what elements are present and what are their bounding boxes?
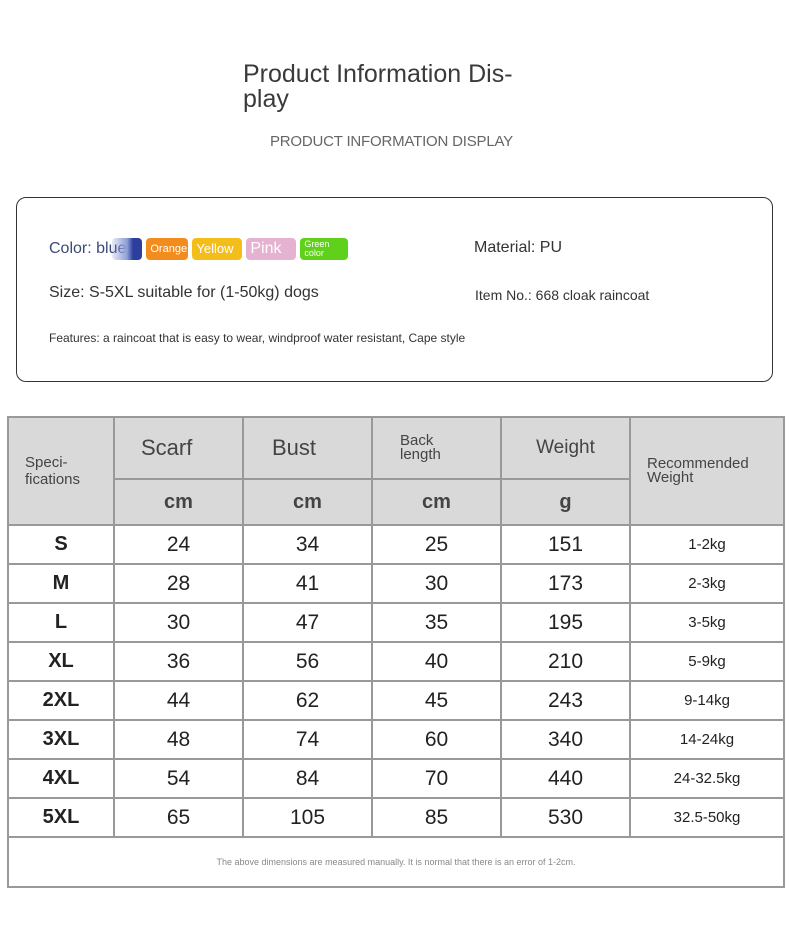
recommended-weight-cell: 32.5-50kg bbox=[629, 797, 785, 838]
unit: cm bbox=[242, 478, 373, 526]
value-cell: 210 bbox=[500, 641, 631, 682]
table-row: S 24 34 25 151 1-2kg bbox=[7, 524, 785, 565]
value-cell: 25 bbox=[371, 524, 502, 565]
value-cell: 44 bbox=[113, 680, 244, 721]
value-cell: 36 bbox=[113, 641, 244, 682]
unit: cm bbox=[113, 478, 244, 526]
value-cell: 48 bbox=[113, 719, 244, 760]
value-cell: 340 bbox=[500, 719, 631, 760]
value-cell: 151 bbox=[500, 524, 631, 565]
recommended-weight-cell: 24-32.5kg bbox=[629, 758, 785, 799]
recommended-header-text: Recommended Weight bbox=[647, 455, 749, 486]
value-cell: 28 bbox=[113, 563, 244, 604]
size-cell: L bbox=[7, 602, 115, 643]
info-box bbox=[16, 197, 773, 382]
color-swatch: Pink bbox=[246, 238, 297, 260]
recommended-weight-cell: 9-14kg bbox=[629, 680, 785, 721]
recommended-header: Recommended Weight bbox=[629, 416, 785, 526]
size-cell: M bbox=[7, 563, 115, 604]
recommended-weight-cell: 14-24kg bbox=[629, 719, 785, 760]
table-row: XL 36 56 40 210 5-9kg bbox=[7, 641, 785, 682]
value-cell: 74 bbox=[242, 719, 373, 760]
color-row: Color: blue Orange Yellow Pink Green color bbox=[49, 238, 349, 260]
value-cell: 60 bbox=[371, 719, 502, 760]
table-row: L 30 47 35 195 3-5kg bbox=[7, 602, 785, 643]
unit: g bbox=[500, 478, 631, 526]
value-cell: 530 bbox=[500, 797, 631, 838]
size-info: Size: S-5XL suitable for (1-50kg) dogs bbox=[49, 284, 319, 301]
value-cell: 45 bbox=[371, 680, 502, 721]
features: Features: a raincoat that is easy to wea… bbox=[49, 331, 466, 345]
page-subtitle: PRODUCT INFORMATION DISPLAY bbox=[270, 133, 513, 150]
value-cell: 62 bbox=[242, 680, 373, 721]
footnote: The above dimensions are measured manual… bbox=[7, 836, 785, 888]
value-cell: 47 bbox=[242, 602, 373, 643]
col-header: Weight bbox=[500, 416, 631, 480]
value-cell: 440 bbox=[500, 758, 631, 799]
size-cell: 3XL bbox=[7, 719, 115, 760]
size-table: Speci-fications Scarf Bust Back length W… bbox=[7, 416, 785, 888]
color-label: Color: blue bbox=[49, 240, 127, 258]
size-cell: 5XL bbox=[7, 797, 115, 838]
color-swatch: Green color bbox=[300, 238, 349, 260]
value-cell: 30 bbox=[113, 602, 244, 643]
size-cell: S bbox=[7, 524, 115, 565]
spec-header: Speci-fications bbox=[7, 416, 115, 526]
size-cell: 2XL bbox=[7, 680, 115, 721]
unit: cm bbox=[371, 478, 502, 526]
value-cell: 56 bbox=[242, 641, 373, 682]
value-cell: 24 bbox=[113, 524, 244, 565]
table-row: 4XL 54 84 70 440 24-32.5kg bbox=[7, 758, 785, 799]
col-header: Scarf bbox=[113, 416, 244, 480]
color-swatch: Yellow bbox=[192, 238, 243, 260]
value-cell: 65 bbox=[113, 797, 244, 838]
value-cell: 34 bbox=[242, 524, 373, 565]
value-cell: 70 bbox=[371, 758, 502, 799]
value-cell: 30 bbox=[371, 563, 502, 604]
value-cell: 84 bbox=[242, 758, 373, 799]
recommended-weight-cell: 2-3kg bbox=[629, 563, 785, 604]
table-row: 3XL 48 74 60 340 14-24kg bbox=[7, 719, 785, 760]
size-cell: XL bbox=[7, 641, 115, 682]
recommended-weight-cell: 3-5kg bbox=[629, 602, 785, 643]
value-cell: 105 bbox=[242, 797, 373, 838]
color-swatch: Orange bbox=[146, 238, 189, 260]
value-cell: 85 bbox=[371, 797, 502, 838]
value-cell: 243 bbox=[500, 680, 631, 721]
item-number: Item No.: 668 cloak raincoat bbox=[475, 287, 650, 303]
recommended-weight-cell: 5-9kg bbox=[629, 641, 785, 682]
material: Material: PU bbox=[474, 239, 563, 256]
value-cell: 35 bbox=[371, 602, 502, 643]
table-row: 5XL 65 105 85 530 32.5-50kg bbox=[7, 797, 785, 838]
value-cell: 40 bbox=[371, 641, 502, 682]
page-title: Product Information Dis-play bbox=[243, 60, 513, 113]
col-header: Bust bbox=[242, 416, 373, 480]
value-cell: 54 bbox=[113, 758, 244, 799]
col-header: Back length bbox=[371, 416, 502, 480]
size-cell: 4XL bbox=[7, 758, 115, 799]
table-row: 2XL 44 62 45 243 9-14kg bbox=[7, 680, 785, 721]
col-header-text: Back length bbox=[400, 432, 441, 463]
color-swatch bbox=[112, 238, 143, 260]
value-cell: 195 bbox=[500, 602, 631, 643]
table-row: M 28 41 30 173 2-3kg bbox=[7, 563, 785, 604]
value-cell: 41 bbox=[242, 563, 373, 604]
value-cell: 173 bbox=[500, 563, 631, 604]
recommended-weight-cell: 1-2kg bbox=[629, 524, 785, 565]
